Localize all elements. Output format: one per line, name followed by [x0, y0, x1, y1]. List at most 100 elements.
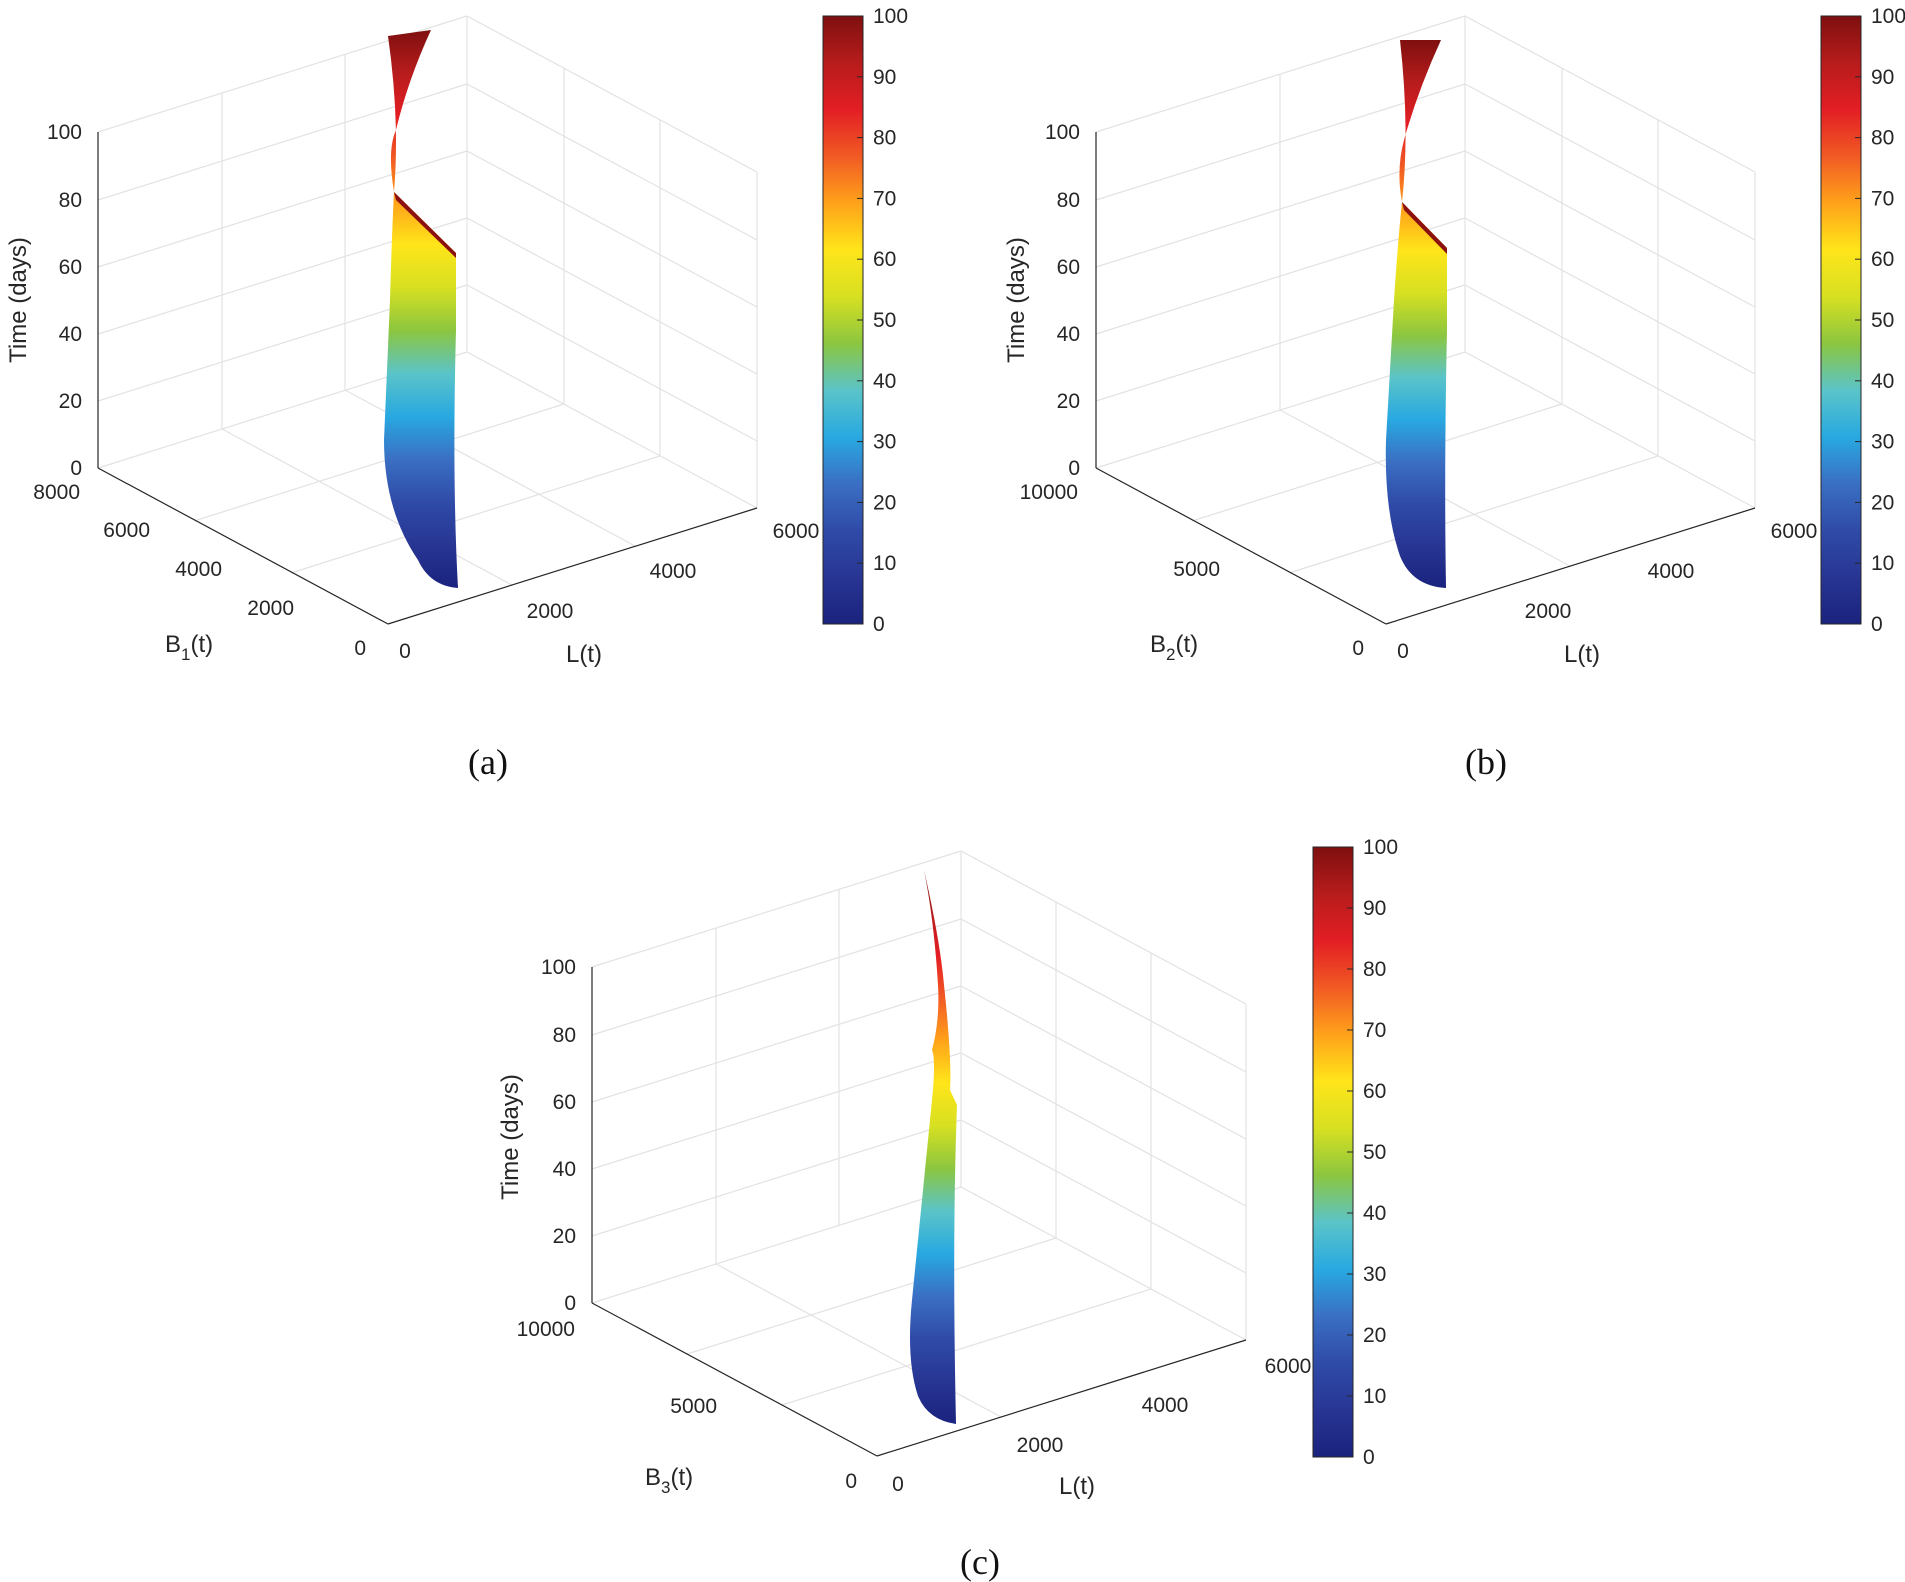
caption-b: (b)	[1465, 742, 1507, 782]
x-tick-label: 6000	[1771, 520, 1818, 543]
axes	[1095, 132, 1756, 625]
colorbar-tick-label: 100	[1871, 5, 1905, 28]
y-tick-label: 10000	[1020, 481, 1078, 504]
z-tick-label: 40	[1057, 323, 1080, 346]
z-axis-label: Time (days)	[5, 237, 32, 363]
x-tick-label: 6000	[773, 520, 820, 543]
panel-a: 0 20 40 60 80 100 0 2000 4000 6000 8000 …	[5, 5, 908, 782]
colorbar-tick-label: 10	[1363, 1385, 1386, 1408]
z-tick-label: 0	[564, 1292, 576, 1315]
z-ticks: 0 20 40 60 80 100	[47, 121, 82, 480]
y-ticks: 0 2000 4000 6000 8000	[33, 481, 366, 660]
colorbar-tick-label: 80	[1363, 958, 1386, 981]
y-tick-label: 2000	[247, 597, 294, 620]
y-ticks: 0 5000 10000	[517, 1318, 857, 1493]
z-tick-label: 0	[70, 457, 82, 480]
colorbar-tick-label: 30	[1871, 431, 1894, 454]
panel-b: 0 20 40 60 80 100 0 5000 10000 0 2000 40…	[1003, 5, 1905, 782]
z-axis-label: Time (days)	[497, 1074, 524, 1200]
z-axis-label: Time (days)	[1003, 237, 1030, 363]
x-axis-label: L(t)	[1059, 1473, 1095, 1500]
colorbar-tick-label: 100	[1363, 836, 1398, 859]
x-ticks: 0 2000 4000 6000	[1397, 520, 1817, 663]
x-tick-label: 6000	[1265, 1355, 1312, 1378]
z-ticks: 0 20 40 60 80 100	[541, 956, 576, 1315]
x-ticks: 0 2000 4000 6000	[399, 520, 819, 663]
colorbar-tick-label: 90	[1363, 897, 1386, 920]
z-tick-label: 100	[47, 121, 82, 144]
x-tick-label: 0	[892, 1473, 904, 1496]
colorbar-tick-label: 100	[873, 5, 908, 28]
axes	[591, 967, 1247, 1457]
colorbar-tick-label: 20	[1871, 491, 1894, 514]
colorbar-tick-label: 90	[1871, 66, 1894, 89]
colorbar-tick-label: 90	[873, 66, 896, 89]
caption-a: (a)	[468, 742, 508, 782]
colorbar-tick-label: 30	[873, 431, 896, 454]
surface	[1385, 40, 1447, 588]
colorbar-tick-label: 20	[873, 491, 896, 514]
surface-top-edge	[1402, 202, 1447, 254]
x-tick-label: 0	[1397, 640, 1409, 663]
colorbar-tick-label: 40	[873, 370, 896, 393]
x-axis-label: L(t)	[566, 641, 602, 668]
z-tick-label: 20	[553, 1225, 576, 1248]
z-tick-label: 0	[1068, 457, 1080, 480]
colorbar-tick-label: 10	[1871, 552, 1894, 575]
z-tick-label: 60	[1057, 256, 1080, 279]
y-tick-label: 0	[1352, 637, 1364, 660]
colorbar-tick-label: 70	[1871, 187, 1894, 210]
colorbar-tick-label: 50	[1363, 1141, 1386, 1164]
surface-top-edge	[394, 192, 456, 258]
colorbar-tick-label: 80	[1871, 127, 1894, 150]
colorbar-tick-label: 60	[873, 248, 896, 271]
z-tick-label: 60	[59, 256, 82, 279]
z-tick-label: 60	[553, 1091, 576, 1114]
gridlines	[1095, 15, 1756, 574]
x-tick-label: 4000	[1648, 560, 1695, 583]
colorbar: 0 10 20 30 40 50 60 70 80 90 100	[1312, 836, 1398, 1469]
colorbar-tick-label: 20	[1363, 1324, 1386, 1347]
panel-c: 0 20 40 60 80 100 0 5000 10000 0 2000 40…	[497, 836, 1398, 1582]
y-tick-label: 10000	[517, 1318, 575, 1341]
surface	[910, 870, 957, 1424]
colorbar-tick-label: 60	[1363, 1080, 1386, 1103]
colorbar-tick-label: 50	[1871, 309, 1894, 332]
x-ticks: 0 2000 4000 6000	[892, 1355, 1311, 1496]
z-tick-label: 40	[553, 1158, 576, 1181]
axes	[97, 132, 758, 625]
y-axis-label: B1(t)	[165, 631, 213, 664]
y-axis-label: B3(t)	[645, 1464, 693, 1497]
gridlines	[591, 850, 1247, 1418]
x-tick-label: 2000	[1525, 600, 1572, 623]
z-tick-label: 100	[541, 956, 576, 979]
y-tick-label: 5000	[670, 1395, 717, 1418]
y-axis-label: B2(t)	[1150, 631, 1198, 664]
colorbar-tick-label: 60	[1871, 248, 1894, 271]
z-tick-label: 80	[1057, 189, 1080, 212]
y-tick-label: 5000	[1173, 558, 1220, 581]
x-tick-label: 2000	[527, 600, 574, 623]
surface	[384, 30, 458, 588]
y-tick-label: 6000	[103, 519, 150, 542]
gridlines	[97, 15, 758, 586]
y-tick-label: 0	[845, 1470, 857, 1493]
z-tick-label: 80	[553, 1024, 576, 1047]
y-tick-label: 0	[354, 637, 366, 660]
y-ticks: 0 5000 10000	[1020, 481, 1364, 660]
colorbar-tick-label: 70	[873, 187, 896, 210]
z-ticks: 0 20 40 60 80 100	[1045, 121, 1080, 480]
z-tick-label: 80	[59, 189, 82, 212]
colorbar-tick-label: 10	[873, 552, 896, 575]
colorbar-tick-label: 30	[1363, 1263, 1386, 1286]
z-tick-label: 20	[1057, 390, 1080, 413]
x-tick-label: 2000	[1017, 1434, 1064, 1457]
colorbar-tick-label: 40	[1871, 370, 1894, 393]
colorbar-tick-label: 0	[1363, 1446, 1375, 1469]
colorbar-tick-label: 50	[873, 309, 896, 332]
colorbar-tick-label: 0	[873, 613, 885, 636]
colorbar-tick-label: 40	[1363, 1202, 1386, 1225]
colorbar-tick-label: 70	[1363, 1019, 1386, 1042]
x-axis-label: L(t)	[1564, 641, 1600, 668]
